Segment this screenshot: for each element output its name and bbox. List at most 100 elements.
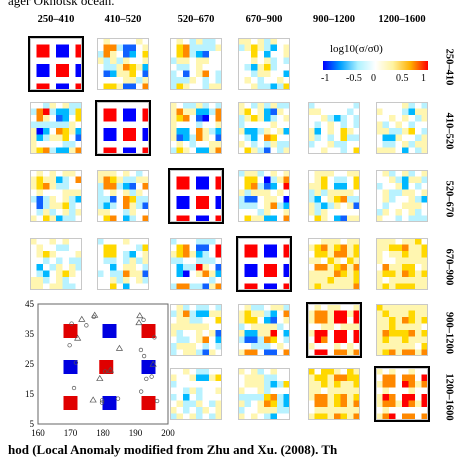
cell-pixel — [176, 38, 184, 45]
cell-pixel — [142, 121, 149, 129]
cell-pixel — [340, 336, 348, 344]
cell-pixel — [129, 115, 137, 122]
cell-pixel — [43, 183, 50, 190]
red-anomaly-block — [63, 324, 78, 338]
cell-pixel — [209, 183, 216, 190]
cell-pixel — [62, 134, 70, 142]
inset-y-tick: 35 — [25, 329, 35, 339]
cell-pixel — [353, 270, 360, 278]
cell-pixel — [251, 336, 258, 344]
cell-pixel — [415, 283, 422, 290]
cell-pixel — [136, 277, 143, 284]
cell-pixel — [202, 115, 210, 122]
cell-pixel — [209, 264, 216, 271]
cell-pixel — [196, 121, 203, 129]
cell-pixel — [421, 189, 428, 197]
cell-pixel — [402, 283, 409, 290]
cell-pixel — [170, 317, 177, 324]
cell-pixel — [251, 77, 258, 84]
cell-pixel — [382, 317, 390, 324]
cell-pixel — [183, 44, 190, 52]
cell-pixel — [264, 108, 271, 116]
sensitivity-cell — [376, 170, 428, 222]
cell-pixel — [334, 257, 341, 265]
cell-pixel — [215, 310, 222, 318]
cell-pixel — [257, 304, 265, 311]
cell-pixel — [103, 176, 111, 184]
cell-pixel — [129, 64, 137, 71]
cell-pixel — [62, 108, 70, 116]
cell-pixel — [251, 317, 258, 324]
cell-pixel — [314, 310, 322, 318]
cell-pixel — [382, 141, 390, 148]
cell-pixel — [347, 381, 354, 388]
cell-pixel — [202, 283, 210, 290]
cell-pixel — [103, 38, 111, 45]
cell-pixel — [270, 121, 278, 129]
cell-pixel — [415, 238, 422, 245]
cell-pixel — [270, 128, 278, 135]
cell-pixel — [183, 121, 190, 129]
cell-pixel — [264, 209, 271, 216]
cell-pixel — [75, 77, 82, 84]
cell-pixel — [142, 108, 149, 116]
cell-pixel — [170, 196, 177, 203]
cell-pixel — [238, 317, 245, 324]
cell-pixel — [251, 283, 258, 290]
cell-pixel — [402, 304, 409, 311]
inset-y-tick: 45 — [25, 300, 35, 309]
cell-pixel — [340, 330, 348, 337]
cell-pixel — [103, 270, 111, 278]
cell-pixel — [209, 147, 216, 154]
cell-pixel — [123, 134, 130, 142]
cell-pixel — [402, 310, 409, 318]
cell-pixel — [142, 183, 149, 190]
cell-pixel — [123, 196, 130, 203]
sensitivity-cell-map — [376, 304, 428, 356]
cell-pixel — [382, 183, 390, 190]
cell-border — [308, 368, 360, 420]
cell-pixel — [408, 264, 416, 271]
station-marker — [115, 344, 124, 351]
cell-pixel — [116, 283, 124, 290]
cell-pixel — [116, 64, 124, 71]
cell-pixel — [283, 277, 290, 284]
cell-pixel — [103, 189, 111, 197]
cell-pixel — [209, 121, 216, 129]
cell-pixel — [62, 44, 70, 52]
cell-pixel — [136, 70, 143, 78]
cell-border — [238, 170, 290, 222]
cell-pixel — [196, 238, 203, 245]
cell-pixel — [421, 108, 428, 116]
cell-pixel — [75, 70, 82, 78]
cell-pixel — [170, 183, 177, 190]
cell-pixel — [251, 244, 258, 252]
cell-pixel — [264, 128, 271, 135]
cell-pixel — [421, 183, 428, 190]
cell-pixel — [308, 283, 315, 290]
cell-pixel — [251, 183, 258, 190]
cell-pixel — [238, 202, 245, 210]
cell-pixel — [110, 189, 117, 197]
cell-pixel — [129, 102, 137, 109]
cell-pixel — [215, 244, 222, 252]
cell-pixel — [110, 183, 117, 190]
cell-pixel — [183, 215, 190, 222]
cell-pixel — [75, 209, 82, 216]
cell-pixel — [408, 102, 416, 109]
cell-pixel — [244, 323, 252, 331]
cell-pixel — [49, 102, 57, 109]
cell-pixel — [314, 277, 322, 284]
cell-pixel — [376, 374, 383, 382]
cell-pixel — [408, 270, 416, 278]
cell-pixel — [321, 202, 328, 210]
row-header-label: 900–1200 — [443, 312, 455, 354]
cell-pixel — [283, 317, 290, 324]
cell-pixel — [264, 57, 271, 65]
cell-pixel — [170, 64, 177, 71]
cell-pixel — [395, 304, 403, 311]
cell-pixel — [142, 264, 149, 271]
cell-pixel — [129, 264, 137, 271]
cell-pixel — [347, 270, 354, 278]
cell-pixel — [30, 264, 37, 271]
